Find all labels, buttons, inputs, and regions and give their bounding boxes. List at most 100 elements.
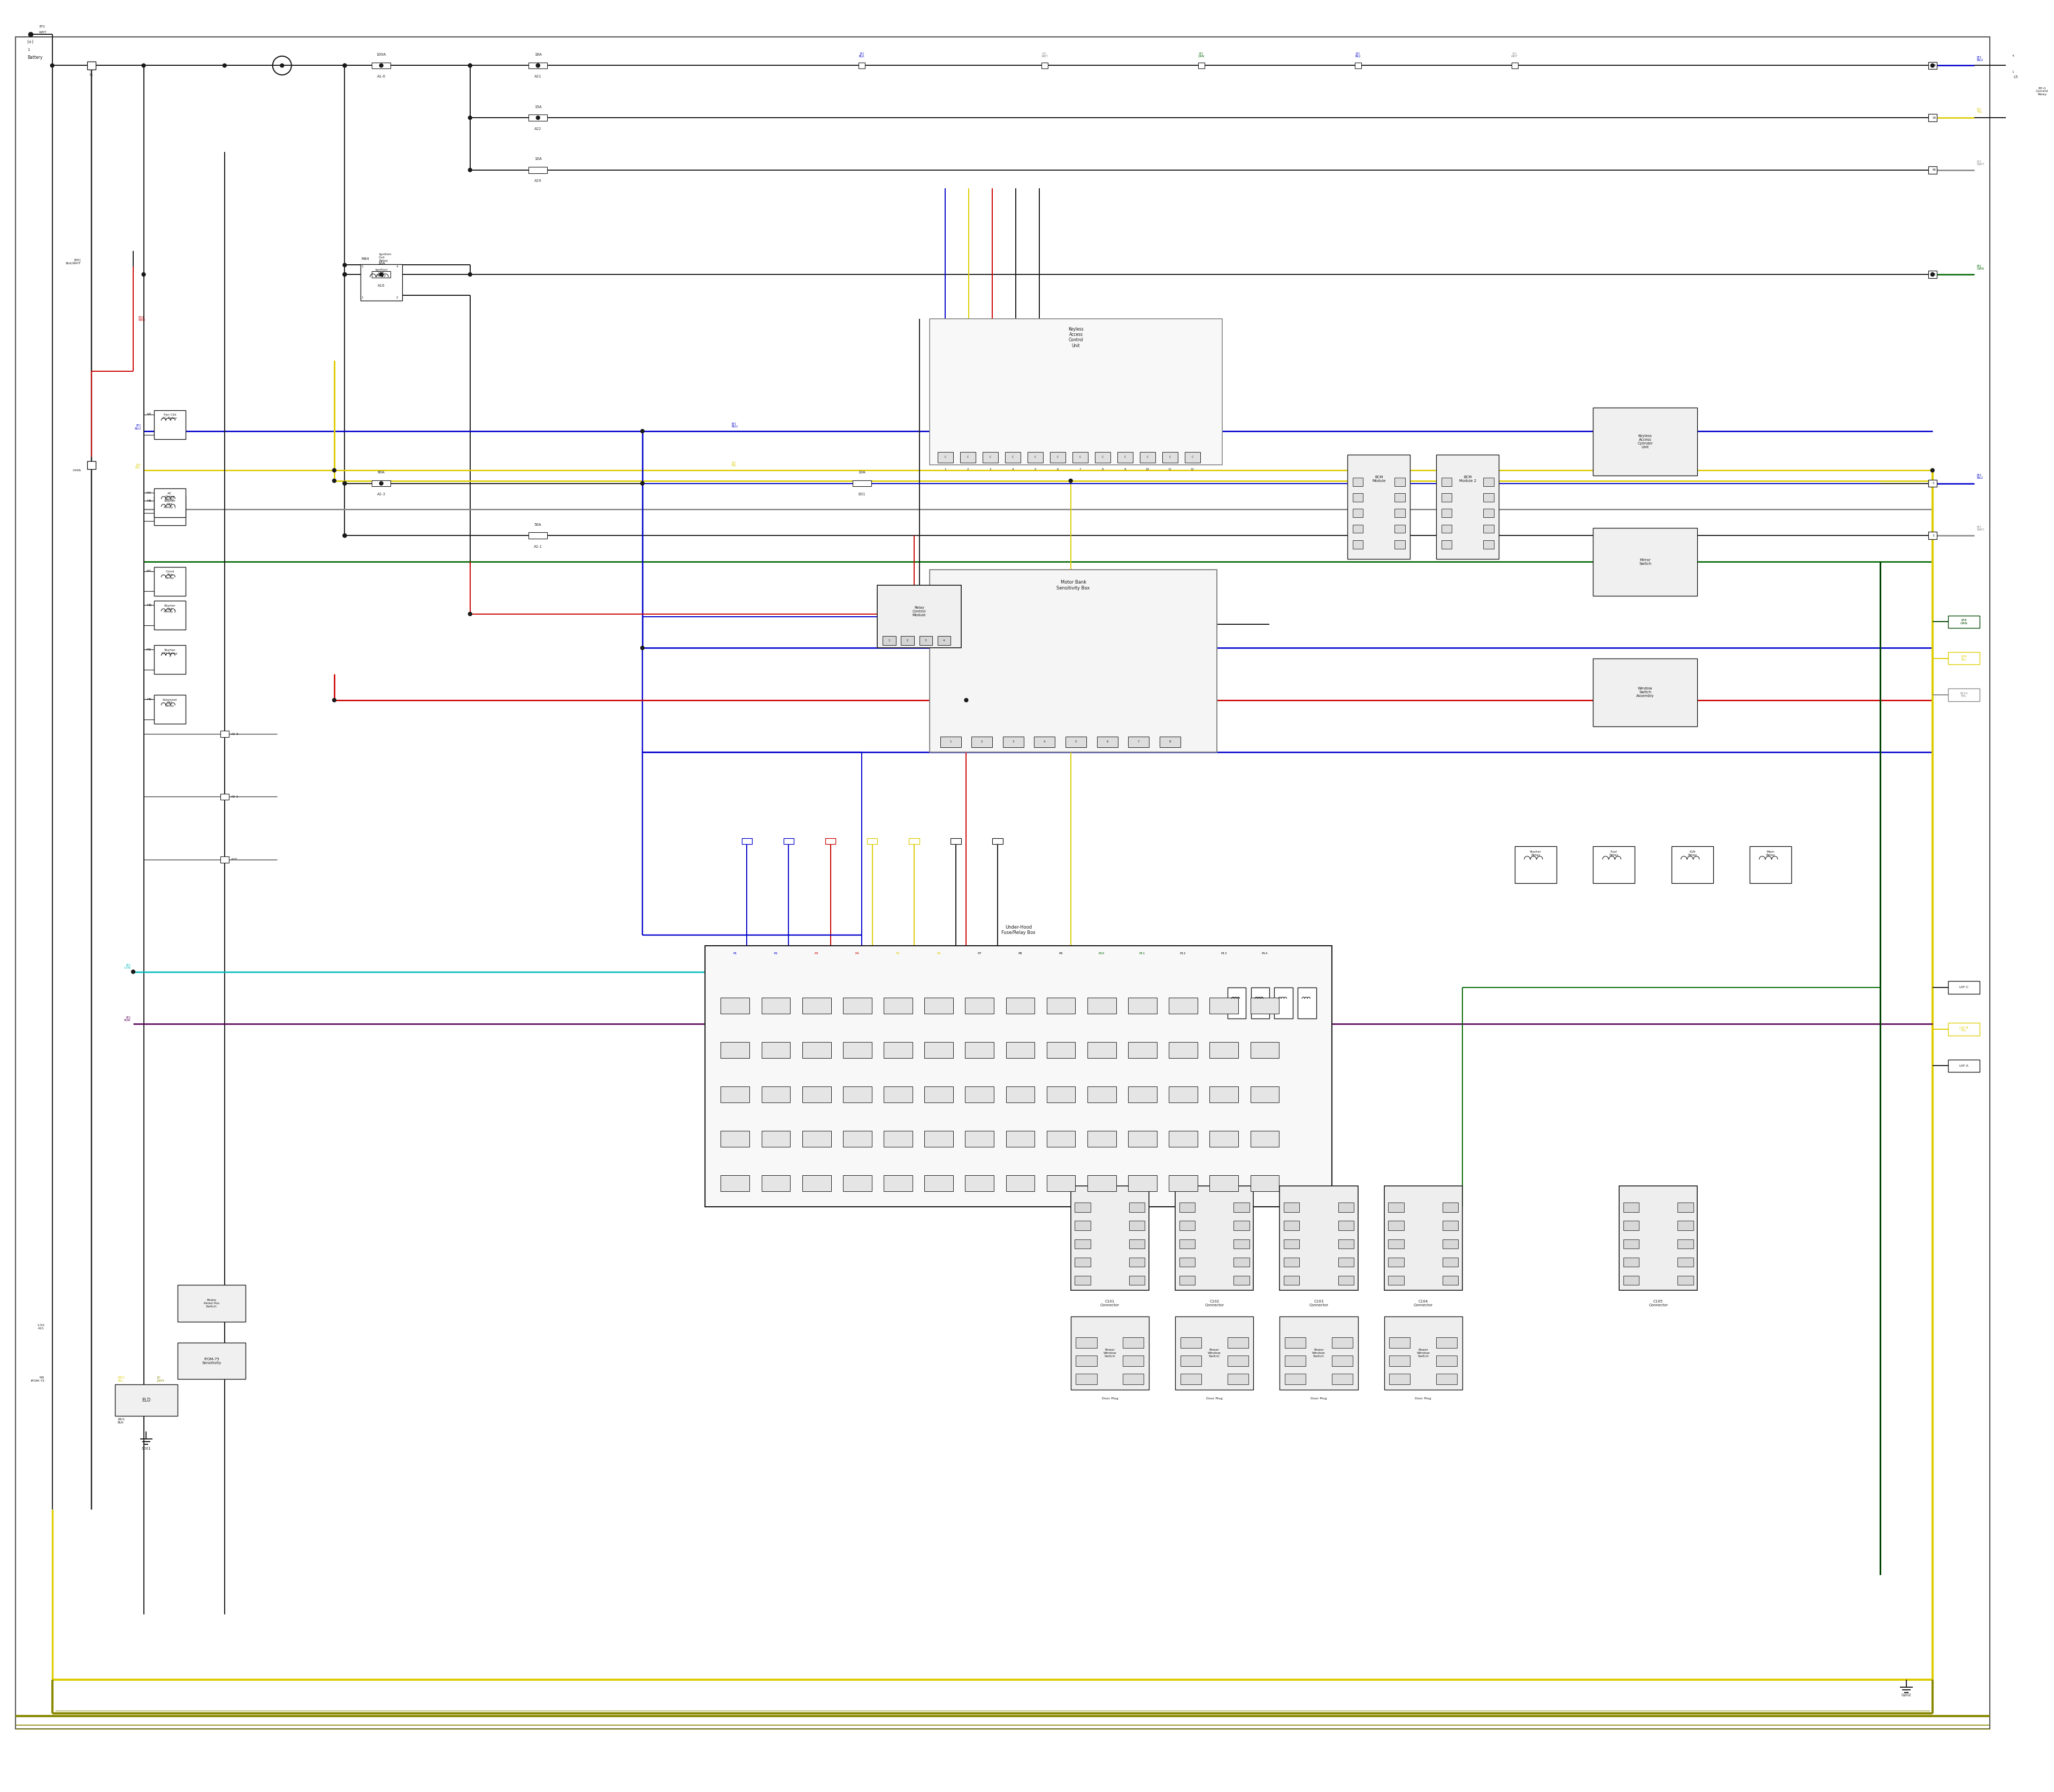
Text: Mirror
Switch: Mirror Switch: [1639, 559, 1651, 564]
Bar: [1251, 1086, 1280, 1102]
Text: [E]
GRN: [E] GRN: [1197, 52, 1204, 57]
Circle shape: [641, 482, 645, 486]
Circle shape: [536, 65, 540, 68]
Text: IPOM-75
Sensitivity: IPOM-75 Sensitivity: [201, 1357, 222, 1364]
Text: Power
Window
Switch: Power Window Switch: [1417, 1349, 1430, 1358]
Bar: [1395, 541, 1405, 548]
Text: [E]
CYN: [E] CYN: [123, 964, 131, 969]
Bar: [1074, 1202, 1091, 1211]
Bar: [1128, 1131, 1156, 1147]
Bar: [762, 1176, 791, 1192]
Bar: [1128, 737, 1148, 747]
Bar: [1284, 1202, 1300, 1211]
Bar: [1354, 509, 1364, 518]
Bar: [965, 1131, 994, 1147]
Bar: [1929, 63, 1937, 70]
Text: LAF-B
YEL: LAF-B YEL: [1960, 1027, 1968, 1032]
Circle shape: [343, 534, 347, 538]
Bar: [1228, 1374, 1249, 1385]
Bar: [1163, 452, 1177, 462]
Bar: [1140, 452, 1154, 462]
Bar: [883, 636, 896, 645]
Text: BCM
Module 2: BCM Module 2: [1458, 475, 1477, 482]
Text: M44: M44: [362, 258, 370, 260]
Text: A1-6: A1-6: [378, 75, 386, 79]
Bar: [177, 1342, 246, 1380]
Text: [E]
WHT: [E] WHT: [1041, 52, 1048, 57]
Text: WHT: WHT: [39, 30, 47, 34]
Bar: [1074, 1238, 1091, 1249]
Bar: [1929, 167, 1937, 174]
Bar: [1128, 1043, 1156, 1057]
Bar: [930, 319, 1222, 466]
Text: 50A: 50A: [534, 523, 542, 527]
Bar: [965, 1086, 994, 1102]
Bar: [1128, 1086, 1156, 1102]
Text: P1: P1: [733, 952, 737, 955]
Bar: [1179, 1276, 1195, 1285]
Bar: [783, 839, 795, 844]
Bar: [972, 737, 992, 747]
Bar: [1442, 1202, 1458, 1211]
Text: AC
Comp
Relay: AC Comp Relay: [164, 493, 175, 502]
Bar: [721, 1131, 750, 1147]
Circle shape: [965, 699, 967, 702]
Bar: [1251, 1176, 1280, 1192]
Bar: [959, 452, 976, 462]
Bar: [867, 839, 877, 844]
Bar: [1354, 493, 1364, 502]
Bar: [2011, 97, 2054, 138]
Bar: [1284, 1220, 1300, 1231]
Bar: [1389, 1202, 1405, 1211]
Bar: [372, 480, 390, 486]
Text: P4: P4: [854, 952, 859, 955]
Text: [E]
WHT: [E] WHT: [1976, 525, 1984, 532]
Bar: [762, 998, 791, 1014]
Bar: [803, 1131, 832, 1147]
Bar: [859, 63, 865, 68]
Text: 2B/1
BLK: 2B/1 BLK: [117, 1417, 125, 1425]
Bar: [1678, 1202, 1692, 1211]
Circle shape: [1931, 468, 1935, 471]
Text: Cond
Fan
Relay: Cond Fan Relay: [164, 570, 175, 579]
Bar: [1395, 478, 1405, 486]
Bar: [1678, 1238, 1692, 1249]
Bar: [924, 1086, 953, 1102]
Text: [E]
BLU: [E] BLU: [859, 52, 865, 57]
Bar: [1284, 1258, 1300, 1267]
Bar: [883, 998, 912, 1014]
Bar: [1130, 1276, 1144, 1285]
Bar: [1947, 688, 1980, 701]
Circle shape: [468, 613, 472, 616]
Text: P3: P3: [813, 952, 817, 955]
Bar: [1594, 529, 1697, 595]
Bar: [1095, 452, 1111, 462]
Text: A2-1: A2-1: [534, 545, 542, 548]
Circle shape: [1068, 478, 1072, 482]
Text: [E]
GRN: [E] GRN: [1976, 265, 1984, 271]
Bar: [1442, 509, 1452, 518]
Bar: [1185, 452, 1200, 462]
Bar: [1442, 525, 1452, 532]
Text: M8: M8: [146, 604, 152, 606]
Bar: [1169, 1131, 1197, 1147]
Bar: [1929, 480, 1937, 487]
Bar: [154, 489, 185, 518]
Text: P2: P2: [774, 952, 778, 955]
Bar: [1947, 652, 1980, 665]
Bar: [1234, 1238, 1249, 1249]
Text: Brake
Pedal Pos
Switch: Brake Pedal Pos Switch: [203, 1299, 220, 1308]
Bar: [1678, 1220, 1692, 1231]
Text: Solenoid
Ckt
Relay: Solenoid Ckt Relay: [162, 699, 177, 708]
Bar: [372, 271, 390, 278]
Bar: [1331, 1337, 1354, 1348]
Text: Ignition
Coil
Relay: Ignition Coil Relay: [376, 269, 388, 278]
Text: [E]
BLU: [E] BLU: [1976, 56, 1984, 61]
Text: ELD: ELD: [142, 1398, 150, 1403]
Bar: [1210, 1086, 1239, 1102]
Bar: [1436, 455, 1499, 559]
Bar: [1251, 1131, 1280, 1147]
Bar: [154, 566, 185, 595]
Bar: [1130, 1258, 1144, 1267]
Bar: [1436, 1355, 1456, 1366]
